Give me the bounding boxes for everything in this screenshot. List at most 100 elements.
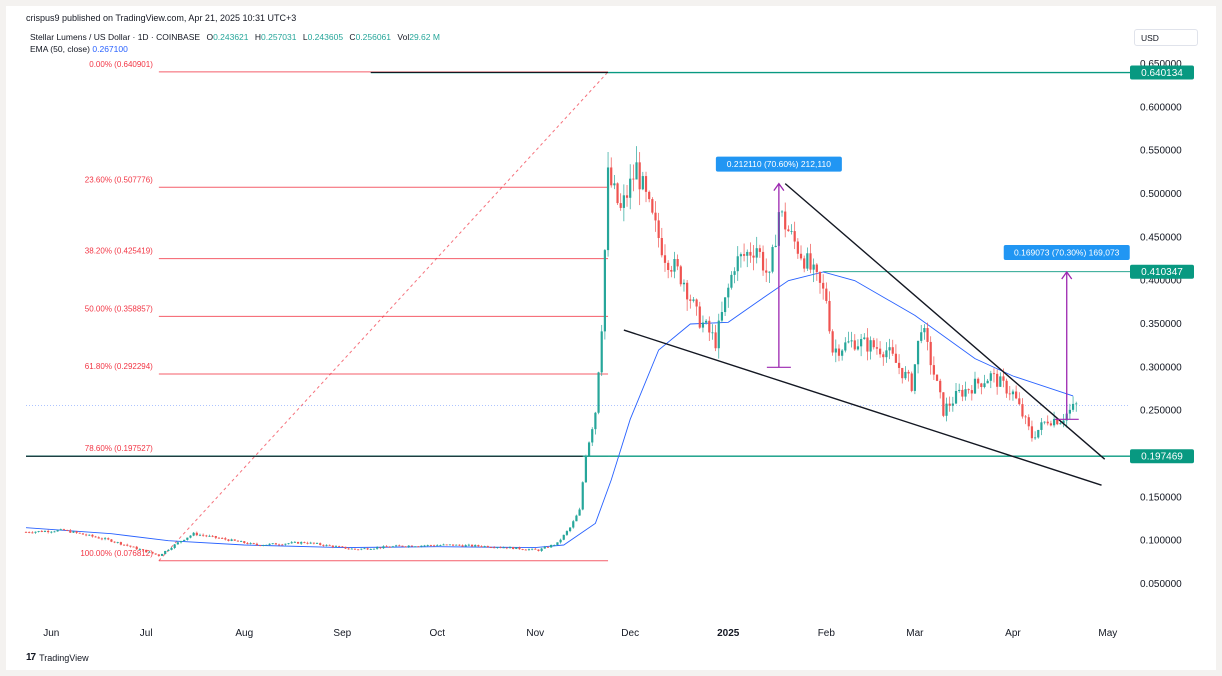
candle-body <box>135 546 138 550</box>
candle-body <box>145 549 148 553</box>
x-tick-label: Nov <box>526 628 544 639</box>
candle-body <box>382 546 385 549</box>
symbol-legend: Stellar Lumens / US Dollar · 1D · COINBA… <box>30 32 440 42</box>
candle-body <box>1049 423 1053 426</box>
candle-body <box>429 545 433 546</box>
candle-body <box>227 539 230 541</box>
candle-body <box>470 544 474 547</box>
candle-body <box>540 548 543 551</box>
wedge-trendline <box>623 329 1102 486</box>
candle-body <box>591 429 594 443</box>
y-tick-label: 0.400000 <box>1140 276 1182 287</box>
candle-body <box>138 549 141 550</box>
candle-body <box>1021 404 1024 417</box>
candle-body <box>496 547 499 549</box>
candle-body <box>474 545 477 547</box>
candle-body <box>236 540 240 542</box>
ohlc-volume: Vol29.62 M <box>397 32 440 42</box>
candle-body <box>489 547 493 549</box>
candle-body <box>78 532 81 534</box>
candle-body <box>587 442 591 456</box>
candle-body <box>834 348 837 353</box>
candle-body <box>126 544 129 546</box>
candle-body <box>315 543 319 544</box>
candle-body <box>445 544 448 546</box>
candle-body <box>477 545 480 547</box>
candle-body <box>505 547 508 549</box>
candle-body <box>258 545 262 546</box>
candle-body <box>515 547 518 550</box>
candle-body <box>66 530 69 531</box>
candle-body <box>1027 417 1030 427</box>
candle-body <box>262 545 265 546</box>
candle-body <box>875 347 879 349</box>
candle-body <box>312 542 315 544</box>
currency-button[interactable]: USD <box>1134 29 1198 46</box>
candle-body <box>303 542 306 543</box>
measure-arrow-head <box>773 182 785 191</box>
candle-body <box>243 541 246 543</box>
candle-body <box>803 258 806 269</box>
candle-body <box>512 547 515 550</box>
candle-body <box>388 546 391 548</box>
candle-body <box>376 547 379 549</box>
measure-callout-box <box>715 156 842 172</box>
price-level-badge-label: 0.640134 <box>1141 68 1183 79</box>
candle-body <box>670 269 673 272</box>
candle-body <box>910 373 913 391</box>
candle-body <box>730 274 733 288</box>
candle-body <box>882 354 885 358</box>
candle-body <box>217 537 221 539</box>
candle-body <box>407 545 410 547</box>
candle-body <box>980 383 983 388</box>
candle-body <box>100 538 104 540</box>
candle-body <box>62 529 66 531</box>
candle-body <box>584 455 588 483</box>
candle-body <box>749 251 752 256</box>
candle-body <box>164 550 167 554</box>
candle-body <box>885 350 888 358</box>
x-tick-label: Feb <box>818 628 836 639</box>
candle-body <box>157 554 160 556</box>
candle-body <box>828 300 831 332</box>
tradingview-logo-text: TradingView <box>39 652 89 663</box>
candle-body <box>682 282 686 285</box>
candle-body <box>524 549 527 551</box>
candle-body <box>831 331 834 353</box>
candle-body <box>983 383 986 388</box>
candle-body <box>116 542 119 543</box>
candle-body <box>24 532 28 533</box>
candle-body <box>553 544 556 546</box>
candle-body <box>575 515 578 522</box>
candle-body <box>594 412 597 430</box>
candle-body <box>448 544 451 546</box>
candle-body <box>967 389 970 391</box>
candle-body <box>644 176 648 192</box>
candle-body <box>638 162 641 190</box>
wedge-trendline <box>784 183 1106 460</box>
candle-body <box>284 543 287 545</box>
candle-body <box>1052 419 1056 426</box>
candle-body <box>265 544 268 546</box>
candle-body <box>502 547 505 549</box>
candle-body <box>202 534 205 536</box>
tradingview-logo: 17 TradingView <box>26 652 89 663</box>
candle-body <box>679 266 682 285</box>
candle-body <box>81 533 85 535</box>
candle-body <box>853 340 856 350</box>
candle-body <box>692 299 695 301</box>
candle-body <box>996 373 999 387</box>
candle-body <box>72 531 75 533</box>
candle-body <box>572 521 575 528</box>
candle-body <box>901 367 904 379</box>
fib-level-label: 38.20% (0.425419) <box>85 247 153 256</box>
candle-body <box>771 247 774 272</box>
price-level-badge <box>1130 264 1194 279</box>
candle-body <box>806 253 809 269</box>
y-tick-label: 0.500000 <box>1140 189 1182 200</box>
candle-body <box>597 372 600 413</box>
ema-label: EMA (50, close) <box>30 44 90 54</box>
candle-body <box>467 544 470 546</box>
candle-body <box>736 256 739 272</box>
